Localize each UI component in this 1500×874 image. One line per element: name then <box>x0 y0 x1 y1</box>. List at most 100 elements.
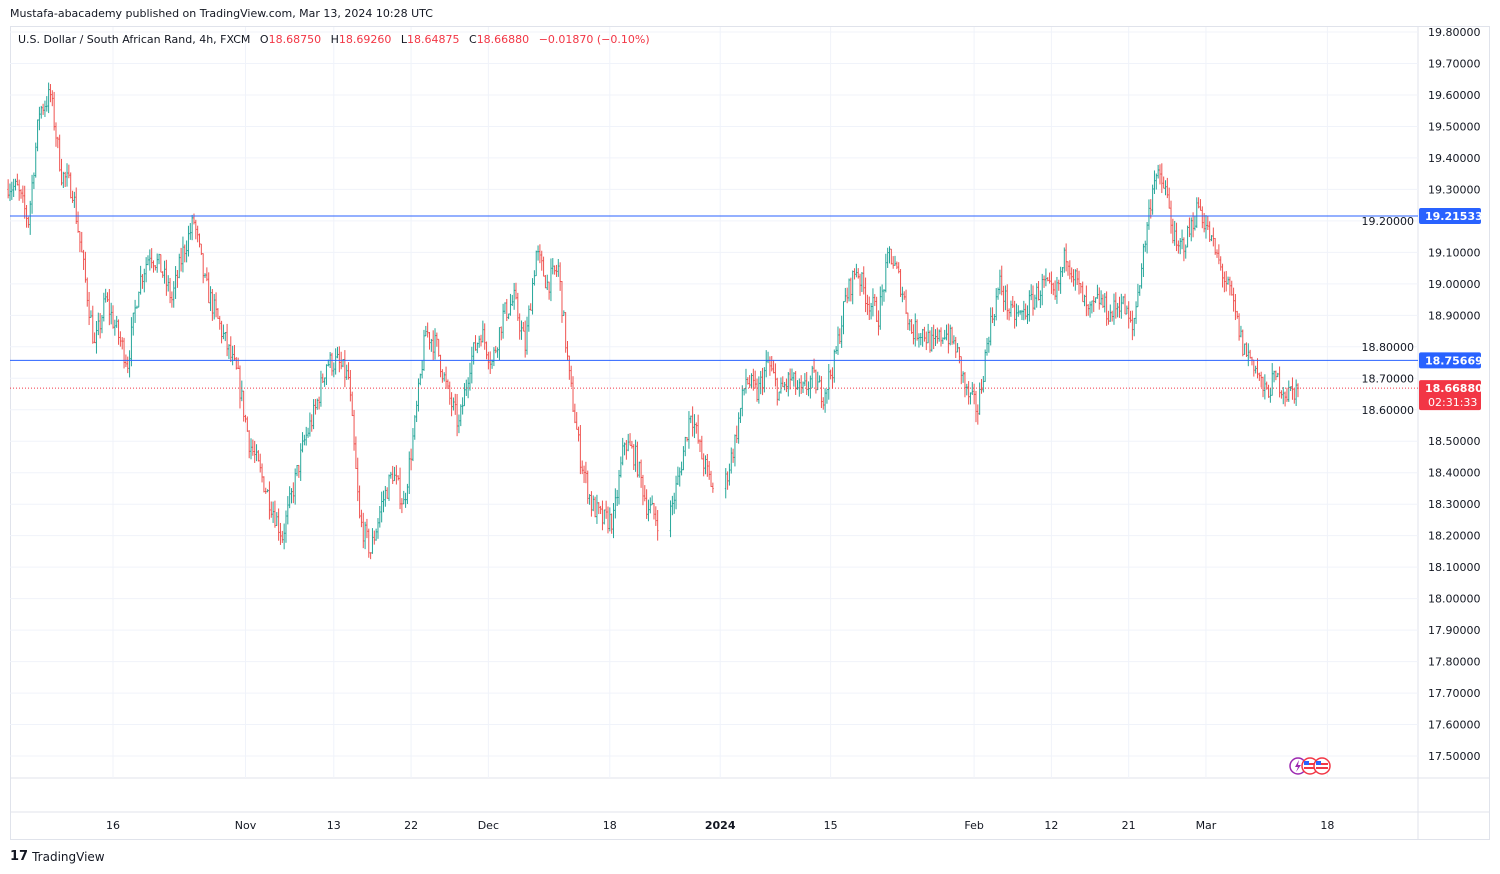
candle <box>711 482 714 493</box>
candle <box>1284 391 1286 407</box>
candle <box>259 453 262 473</box>
bar-countdown: 02:31:33 <box>1428 396 1477 409</box>
candle <box>857 268 860 279</box>
candle <box>1140 263 1143 289</box>
candle <box>1022 300 1025 321</box>
candle <box>1017 305 1020 317</box>
candle <box>686 437 688 442</box>
candle <box>899 269 902 297</box>
candle <box>838 328 841 345</box>
candle <box>864 277 867 313</box>
price-tick-label: 17.80000 <box>1428 656 1481 669</box>
candle <box>1262 376 1264 398</box>
candle <box>1045 268 1047 287</box>
candle <box>1035 283 1038 308</box>
candle <box>688 411 690 449</box>
candle <box>435 332 438 347</box>
candle <box>66 163 68 187</box>
candle <box>557 258 560 277</box>
candle <box>1216 249 1218 258</box>
candle <box>275 512 278 526</box>
candle <box>20 189 22 199</box>
low-label: L <box>400 33 407 46</box>
candle <box>130 317 133 367</box>
candle <box>401 498 403 514</box>
candle <box>908 319 911 331</box>
candle <box>962 371 964 383</box>
candle <box>106 292 109 303</box>
candle <box>1201 206 1204 229</box>
candle <box>730 447 733 474</box>
candle <box>964 371 966 398</box>
candle <box>1105 291 1108 326</box>
candle <box>1032 285 1034 316</box>
symbol-title[interactable]: U.S. Dollar / South African Rand, 4h, FX… <box>18 33 251 46</box>
candle <box>1061 267 1064 277</box>
candle <box>1295 379 1298 407</box>
candle <box>1043 275 1045 288</box>
candle <box>75 187 78 224</box>
candle <box>90 310 92 318</box>
candle <box>767 351 769 364</box>
candle <box>1151 184 1154 215</box>
candle <box>594 496 596 518</box>
candle <box>1269 388 1272 403</box>
candle <box>645 489 648 519</box>
candle <box>881 284 884 306</box>
candle <box>516 292 519 321</box>
candle <box>1054 280 1056 300</box>
candle <box>947 323 950 354</box>
time-tick-label: 2024 <box>705 819 736 832</box>
candle <box>80 231 83 253</box>
candle <box>1127 301 1130 329</box>
candle <box>875 296 878 323</box>
candle <box>575 412 578 430</box>
candle <box>443 372 446 382</box>
candle <box>38 106 41 131</box>
candle <box>1013 300 1016 329</box>
candle <box>732 448 734 463</box>
candle <box>533 270 536 286</box>
candle <box>548 281 550 300</box>
candle <box>305 426 308 446</box>
candle <box>623 442 626 456</box>
candle <box>803 373 806 387</box>
candle <box>1194 215 1196 231</box>
candle <box>424 325 427 337</box>
tradingview-footer[interactable]: 17 TradingView <box>10 849 105 864</box>
candle <box>956 343 959 353</box>
candle <box>976 404 979 425</box>
candle <box>172 281 175 308</box>
candle <box>285 510 287 543</box>
candle <box>682 446 685 471</box>
candle <box>905 289 907 315</box>
price-tick-label: 18.00000 <box>1428 593 1481 606</box>
candle <box>1227 276 1229 285</box>
candle <box>897 262 900 274</box>
candle <box>1114 292 1117 319</box>
candle <box>56 136 59 149</box>
candle <box>1149 199 1152 219</box>
candle <box>55 122 57 147</box>
candle <box>430 338 433 352</box>
candle <box>577 426 580 442</box>
candle <box>1026 305 1029 324</box>
candle <box>754 370 757 389</box>
lightning-glyph <box>1295 760 1301 772</box>
candle <box>822 397 825 410</box>
candle <box>1010 300 1012 317</box>
candle <box>524 320 527 358</box>
candle <box>581 460 584 475</box>
candle <box>117 319 120 345</box>
candle <box>156 253 159 273</box>
candle <box>562 310 565 317</box>
candle <box>47 82 50 114</box>
candle <box>255 444 258 462</box>
candle <box>360 509 363 528</box>
candle <box>1271 363 1274 396</box>
candle <box>544 275 547 289</box>
candle <box>1183 237 1185 262</box>
candle <box>555 264 558 277</box>
candle <box>152 260 155 273</box>
